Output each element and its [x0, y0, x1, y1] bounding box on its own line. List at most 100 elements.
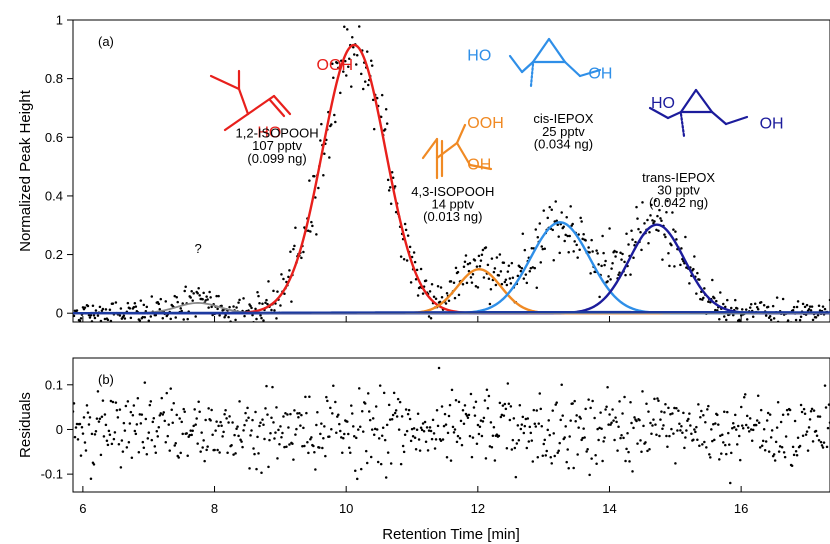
residual-point — [472, 406, 476, 409]
data-point — [309, 230, 312, 233]
residual-point — [299, 424, 302, 427]
data-point — [692, 267, 695, 271]
trans-structure — [648, 88, 749, 138]
residual-point — [112, 437, 116, 441]
residual-point — [109, 399, 113, 403]
residual-point — [352, 425, 355, 428]
data-point — [314, 196, 317, 199]
residual-point — [759, 408, 763, 412]
data-point — [133, 301, 137, 305]
data-point — [322, 174, 325, 177]
residual-point — [561, 414, 564, 417]
residual-point — [249, 434, 252, 437]
data-point — [258, 301, 261, 305]
residual-point — [429, 429, 433, 433]
residual-point — [316, 410, 319, 414]
residual-point — [530, 439, 534, 442]
residual-point — [623, 395, 626, 399]
data-point — [275, 317, 278, 320]
residual-point — [618, 400, 621, 403]
data-point — [273, 309, 276, 312]
residual-point — [164, 440, 168, 444]
data-point — [432, 295, 436, 299]
data-point — [355, 63, 358, 66]
residual-point — [619, 436, 622, 440]
residual-point — [582, 427, 585, 430]
data-point — [588, 251, 591, 254]
residual-point — [743, 393, 747, 396]
data-point — [492, 270, 496, 274]
residual-point — [507, 402, 511, 406]
residual-point — [297, 415, 300, 419]
data-point — [753, 302, 757, 306]
data-point — [463, 260, 467, 264]
residual-point — [795, 454, 799, 457]
residual-point — [252, 447, 255, 450]
data-point — [608, 227, 611, 230]
residual-point — [593, 416, 596, 420]
a-y-tick-label: 0.8 — [45, 71, 63, 86]
data-point — [823, 307, 827, 311]
data-point — [182, 318, 185, 321]
data-point — [346, 28, 349, 31]
residual-point — [712, 422, 715, 426]
residual-point — [188, 433, 191, 437]
data-point — [206, 298, 209, 301]
residual-point — [622, 436, 625, 440]
data-point — [224, 314, 227, 317]
residual-point — [325, 395, 328, 399]
residual-point — [694, 430, 697, 434]
data-point — [699, 297, 702, 301]
residual-point — [203, 459, 206, 463]
residual-point — [448, 403, 452, 407]
residual-point — [661, 427, 664, 430]
residual-point — [554, 403, 557, 406]
residual-point — [449, 459, 453, 462]
data-point — [529, 267, 533, 270]
data-point — [452, 281, 456, 284]
residual-point — [723, 410, 726, 414]
residual-point — [93, 433, 97, 436]
data-point — [383, 128, 387, 131]
b-y-tick-label: 0.1 — [45, 377, 63, 392]
data-point — [205, 295, 208, 298]
residual-point — [804, 433, 808, 436]
data-point — [580, 220, 583, 223]
data-point — [536, 235, 540, 239]
residual-point — [542, 442, 546, 446]
data-point — [568, 234, 571, 238]
residual-point — [92, 463, 96, 466]
b-x-tick-label: 6 — [79, 501, 86, 516]
residual-point — [328, 435, 331, 438]
data-point — [551, 228, 554, 232]
data-point — [631, 238, 634, 241]
residual-point — [668, 434, 671, 438]
data-point — [405, 259, 409, 262]
data-point — [479, 259, 483, 262]
residual-point — [609, 423, 612, 426]
data-point — [207, 306, 210, 309]
data-point — [503, 280, 507, 284]
panel-b: (b) Residuals -0.1 0 0.1 6 8 10 12 14 16 Retent… — [17, 357, 830, 543]
panel-a-frame — [72, 19, 830, 323]
data-point — [279, 304, 282, 307]
residual-point — [751, 428, 755, 432]
residual-point — [689, 424, 692, 427]
residual-point — [247, 416, 250, 420]
data-point — [176, 300, 179, 304]
residual-point — [402, 450, 406, 454]
residual-point — [332, 384, 335, 388]
data-point — [391, 176, 395, 180]
residual-point — [553, 454, 556, 458]
data-point — [125, 326, 128, 329]
data-point — [811, 318, 815, 322]
data-point — [331, 62, 334, 65]
data-point — [660, 219, 663, 222]
residual-point — [118, 408, 122, 411]
residual-point — [260, 471, 263, 474]
residual-point — [415, 428, 419, 431]
data-point — [128, 307, 132, 310]
data-point — [567, 250, 570, 254]
residual-point — [816, 415, 820, 418]
residual-point — [568, 435, 571, 438]
